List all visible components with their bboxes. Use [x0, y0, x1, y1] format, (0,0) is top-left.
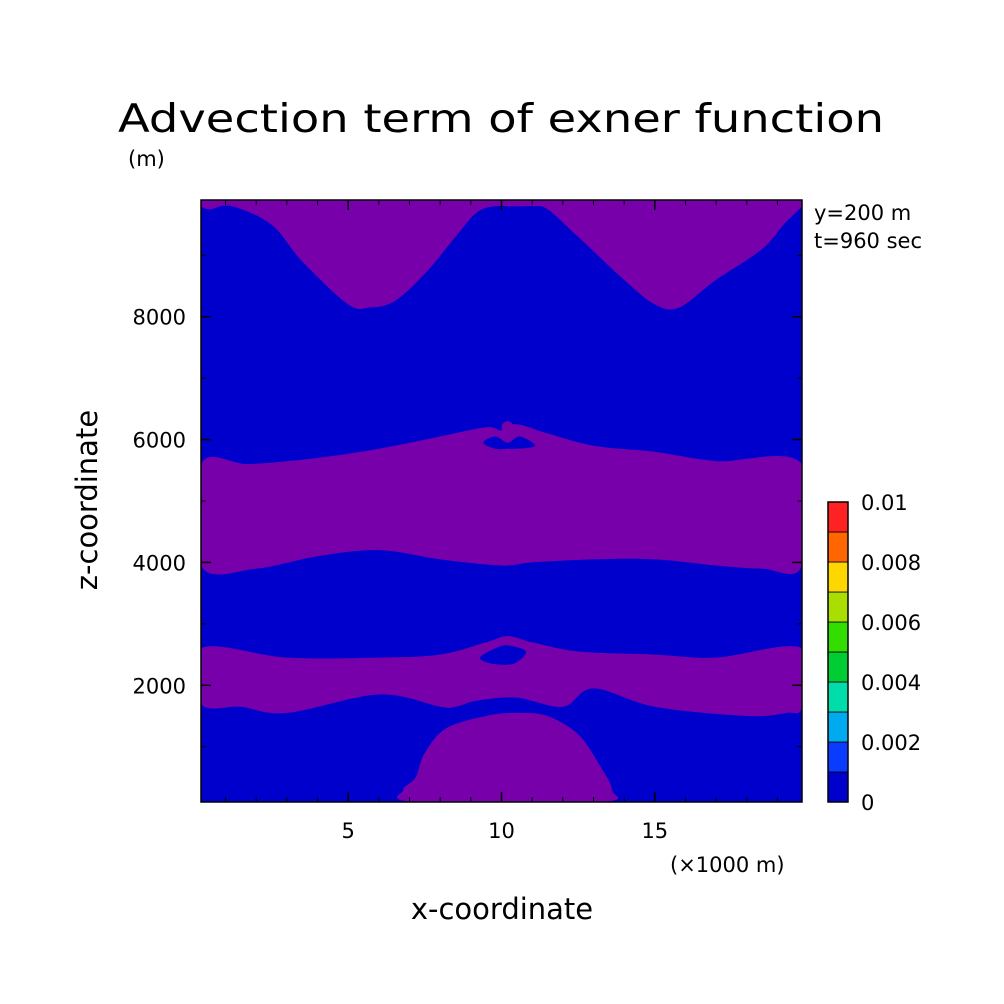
annotation-y: y=200 m — [814, 201, 911, 225]
region-lower-band — [201, 636, 802, 717]
titles: Advection term of exner function (m) — [118, 97, 884, 171]
colorbar-cell — [827, 531, 849, 563]
colorbar: 0 0.002 0.004 0.006 0.008 0.01 — [827, 491, 921, 815]
colorbar-cell — [827, 741, 849, 773]
region-dot — [501, 421, 514, 434]
colorbar-cell — [827, 561, 849, 593]
colorbar-cell — [827, 681, 849, 713]
colorbar-cell — [827, 771, 849, 803]
chart-title: Advection term of exner function — [118, 97, 884, 142]
axis-labels: (×1000 m) x-coordinate z-coordinate — [70, 410, 785, 926]
y-axis-title: z-coordinate — [70, 410, 104, 590]
x-unit-label: (×1000 m) — [670, 853, 785, 877]
contour-regions — [201, 200, 802, 802]
x-tick-label: 5 — [341, 819, 354, 843]
colorbar-cell — [827, 711, 849, 743]
y-unit-label: (m) — [128, 147, 165, 171]
x-tick-label: 10 — [488, 819, 515, 843]
contour-dots — [501, 421, 514, 434]
hole-lower-hole — [479, 645, 527, 665]
colorbar-ticks: 0 0.002 0.004 0.006 0.008 0.01 — [861, 491, 921, 815]
colorbar-cell — [827, 591, 849, 623]
colorbar-cell — [827, 501, 849, 533]
hole-upper-hole — [483, 436, 536, 450]
colorbar-tick-label: 0.008 — [861, 551, 921, 575]
colorbar-tick-label: 0.01 — [861, 491, 908, 515]
region-bottom-dome — [397, 712, 619, 802]
x-axis-ticks: 5 10 15 — [225, 200, 778, 843]
region-upper-left-lobe — [201, 200, 538, 310]
colorbar-tick-label: 0 — [861, 791, 874, 815]
region-upper-right-lobe — [492, 200, 802, 310]
colorbar-cell — [827, 621, 849, 653]
contour-holes — [479, 436, 536, 665]
annotations: y=200 m t=960 sec — [814, 201, 922, 253]
colorbar-tick-label: 0.006 — [861, 611, 921, 635]
y-axis-ticks: 2000 4000 6000 8000 — [133, 254, 802, 748]
colorbar-cells — [827, 501, 849, 803]
colorbar-frame — [827, 501, 849, 803]
colorbar-tick-label: 0.002 — [861, 731, 921, 755]
y-tick-label: 2000 — [133, 674, 186, 698]
x-tick-label: 15 — [641, 819, 668, 843]
colorbar-cell — [827, 651, 849, 683]
annotation-t: t=960 sec — [814, 229, 922, 253]
x-axis-title: x-coordinate — [411, 892, 593, 926]
y-tick-label: 4000 — [133, 551, 186, 575]
region-middle-band — [201, 424, 802, 575]
y-tick-label: 6000 — [133, 429, 186, 453]
y-tick-label: 8000 — [133, 306, 186, 330]
colorbar-tick-label: 0.004 — [861, 671, 921, 695]
plot-area: 5 10 15 2000 4000 6000 8000 — [133, 199, 803, 843]
